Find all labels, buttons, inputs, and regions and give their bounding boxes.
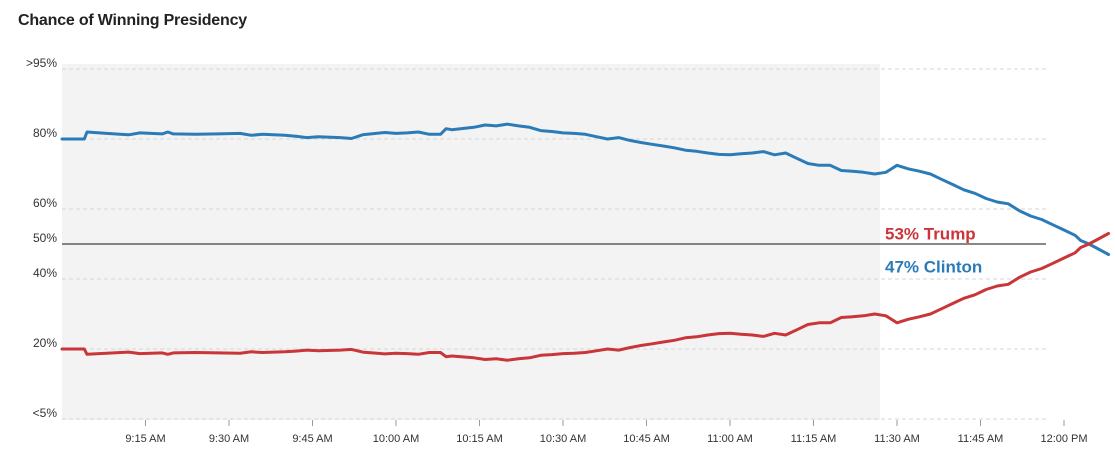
x-tick-label: 9:45 AM <box>292 433 332 445</box>
x-tick-label: 11:30 AM <box>874 433 920 445</box>
y-tick-label: 60% <box>33 196 57 210</box>
series-line-trump <box>60 232 1110 362</box>
x-tick-label: 9:15 AM <box>125 433 165 445</box>
x-tick-label: 10:45 AM <box>623 433 669 445</box>
x-tick-label: 10:00 AM <box>373 433 419 445</box>
end-labels: 47% Clinton 53% Trump <box>885 225 982 277</box>
chart-title: Chance of Winning Presidency <box>18 12 247 29</box>
x-tick-label: 9:30 AM <box>209 433 249 445</box>
x-tick-label: 11:00 AM <box>707 433 753 445</box>
end-label-clinton: 47% Clinton <box>885 258 982 277</box>
plot-background <box>62 64 880 420</box>
y-tick-label: <5% <box>33 406 58 420</box>
end-label-trump: 53% Trump <box>885 225 976 244</box>
y-tick-label: 40% <box>33 266 57 280</box>
y-tick-label: 50% <box>33 231 57 245</box>
series-lines <box>60 122 1110 362</box>
x-tick-label: 11:15 AM <box>791 433 837 445</box>
x-axis-ticks: 9:15 AM 9:30 AM 9:45 AM 10:00 AM 10:15 AM 10:… <box>125 420 1088 445</box>
y-tick-label: 80% <box>33 126 57 140</box>
y-tick-label: >95% <box>26 56 57 70</box>
y-axis-ticks: >95% 80% 60% 50% 40% 20% <5% <box>26 56 57 420</box>
series-line-clinton <box>60 122 1110 256</box>
x-tick-label: 10:30 AM <box>540 433 586 445</box>
x-tick-label: 11:45 AM <box>958 433 1004 445</box>
x-tick-label: 12:00 PM <box>1040 433 1087 445</box>
x-tick-label: 10:15 AM <box>456 433 502 445</box>
y-tick-label: 20% <box>33 336 57 350</box>
gridlines <box>62 68 1046 420</box>
